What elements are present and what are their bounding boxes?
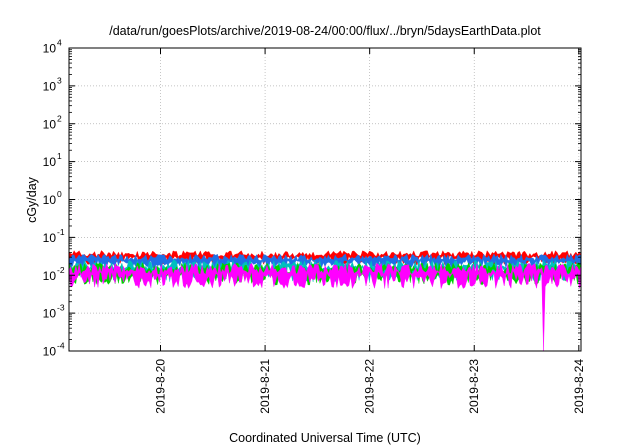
y-tick-exponent: 0 (57, 189, 62, 199)
y-tick-label: 10 (43, 155, 57, 169)
chart-title: /data/run/goesPlots/archive/2019-08-24/0… (109, 24, 541, 38)
y-axis-label: cGy/day (25, 176, 39, 223)
plot-area (68, 250, 582, 352)
y-tick-exponent: -3 (57, 303, 65, 313)
y-tick-exponent: 3 (57, 75, 62, 85)
y-tick-label: 10 (43, 307, 57, 321)
y-tick-exponent: 1 (57, 151, 62, 161)
x-axis: 2019-8-20 2019-8-21 2019-8-22 2019-8-23 2019… (154, 48, 586, 414)
y-tick-label: 10 (43, 231, 57, 245)
y-tick-exponent: 4 (57, 38, 62, 48)
y-tick-label: 10 (43, 345, 57, 359)
y-tick-label: 10 (43, 193, 57, 207)
data-series-band (68, 262, 582, 352)
y-tick-exponent: -1 (57, 227, 65, 237)
x-tick-label: 2019-8-20 (154, 359, 168, 414)
y-tick-exponent: -2 (57, 265, 65, 275)
y-tick-label: 10 (43, 79, 57, 93)
y-tick-label: 10 (43, 42, 57, 56)
x-tick-label: 2019-8-24 (572, 359, 586, 414)
y-tick-label: 10 (43, 269, 57, 283)
y-tick-label: 10 (43, 117, 57, 131)
y-tick-exponent: 2 (57, 113, 62, 123)
x-tick-label: 2019-8-21 (258, 359, 272, 414)
grid (69, 48, 581, 351)
y-tick-exponent: -4 (57, 341, 65, 351)
x-axis-label: Coordinated Universal Time (UTC) (229, 431, 421, 445)
x-tick-label: 2019-8-22 (363, 359, 377, 414)
x-tick-label: 2019-8-23 (467, 359, 481, 414)
